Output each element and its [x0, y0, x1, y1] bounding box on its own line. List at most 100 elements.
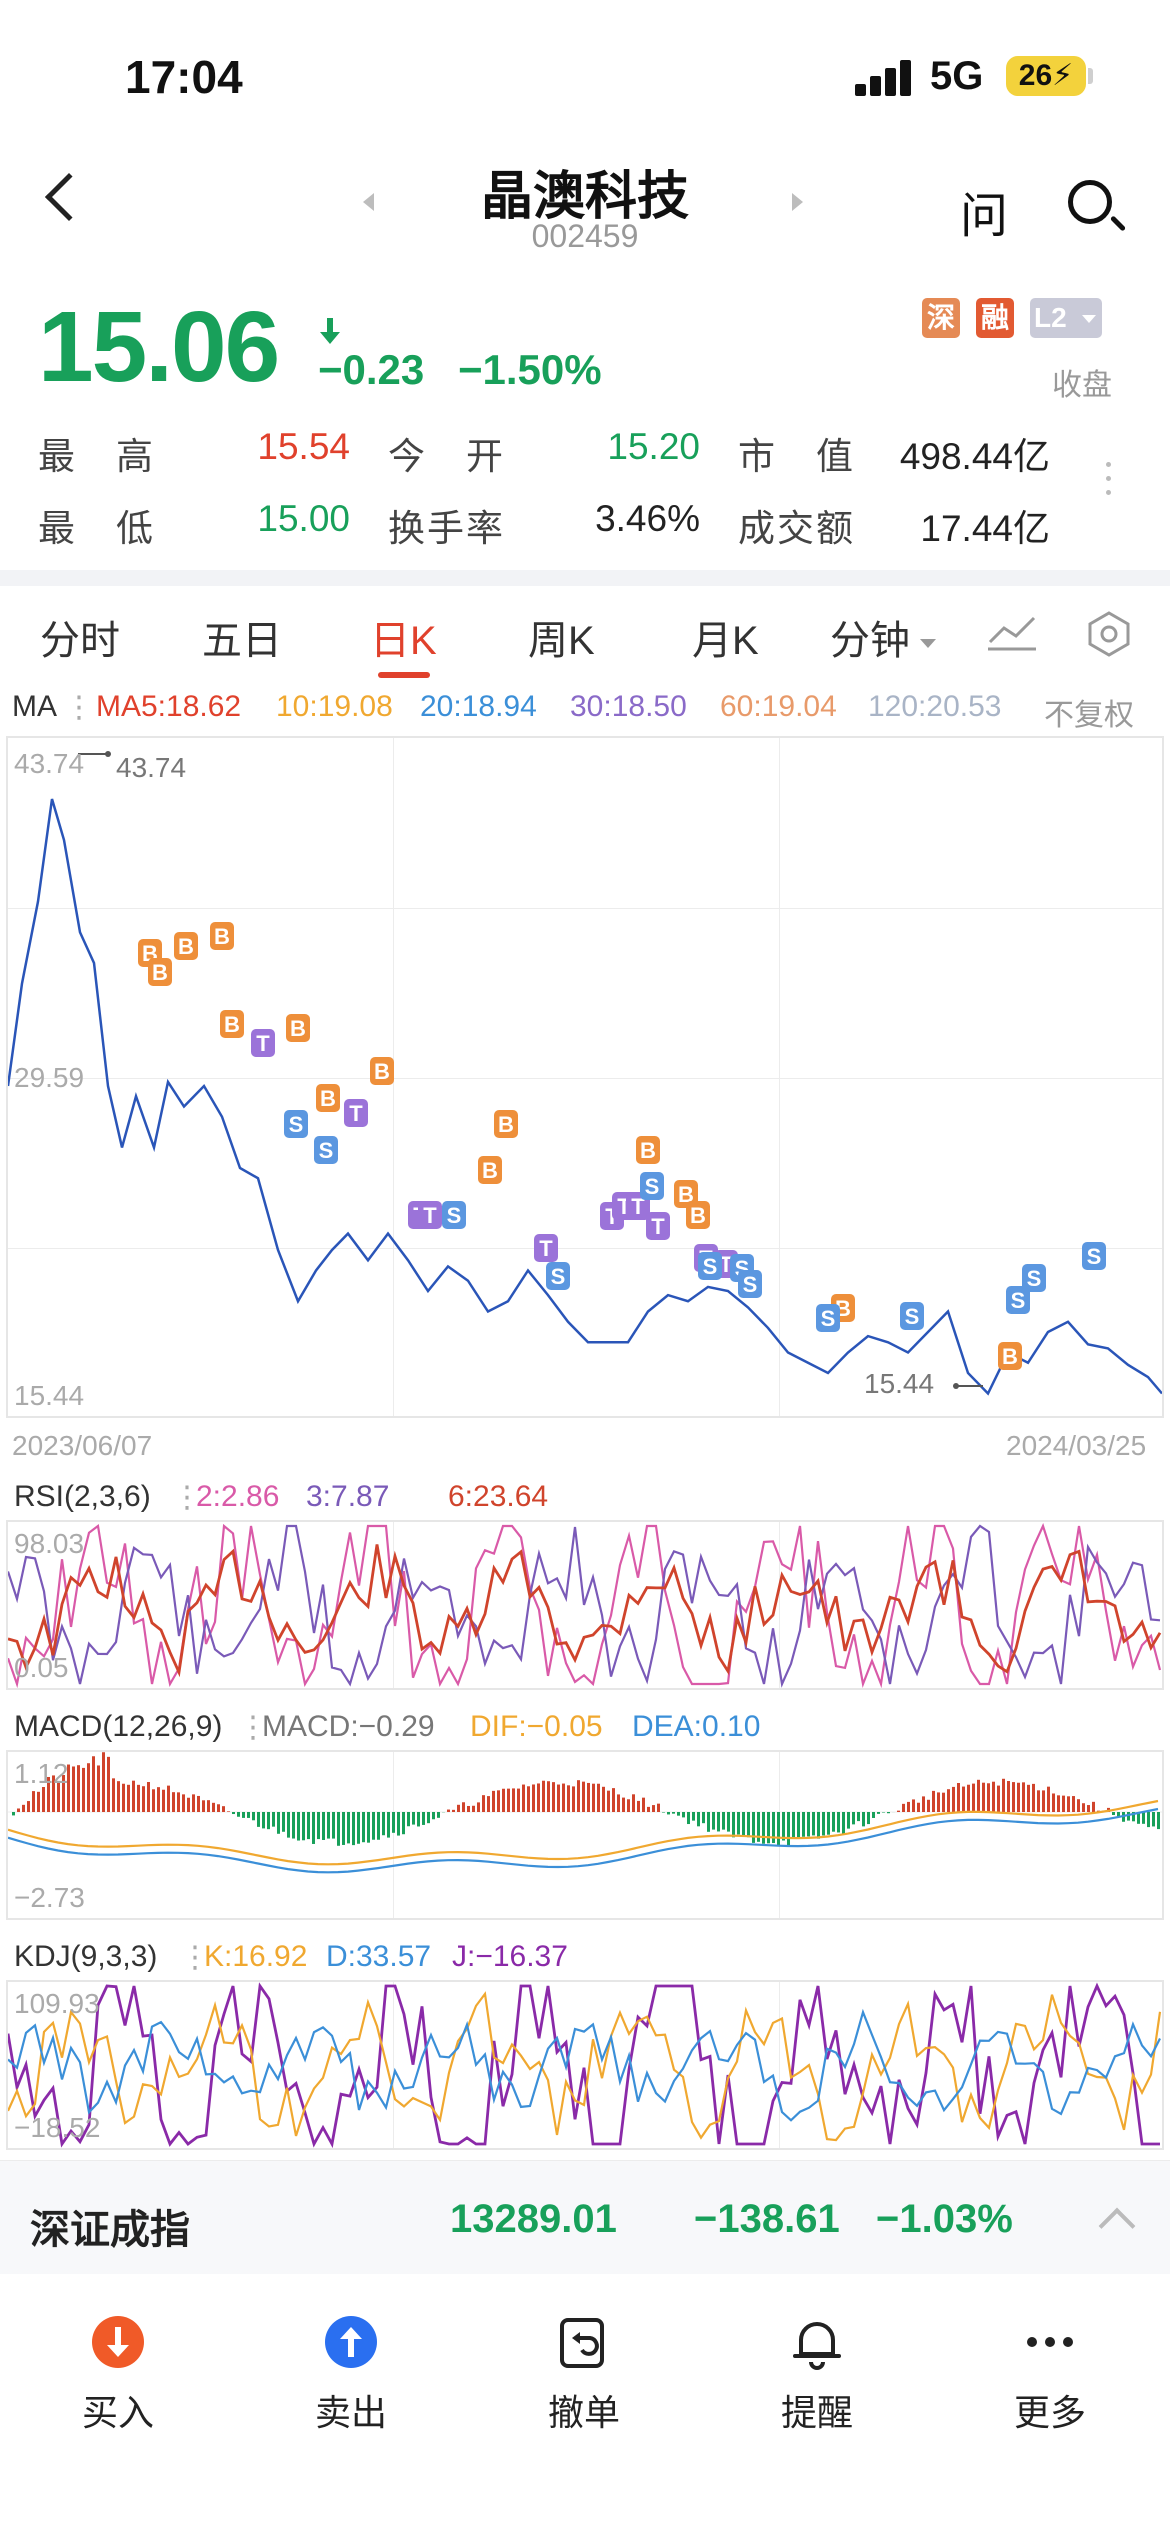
trade-marker-s[interactable]: S — [900, 1302, 924, 1330]
macd-bar — [522, 1784, 525, 1812]
trade-marker-b[interactable]: B — [210, 922, 234, 950]
macd-bar — [722, 1812, 725, 1830]
trade-marker-t[interactable]: T — [251, 1029, 275, 1057]
trade-marker-b[interactable]: B — [478, 1156, 502, 1184]
trade-marker-b[interactable]: B — [370, 1057, 394, 1085]
trade-marker-s[interactable]: S — [314, 1136, 338, 1164]
buy-button[interactable]: 买入 — [38, 2314, 198, 2436]
svg-text:S: S — [289, 1112, 304, 1137]
macd-bar — [527, 1786, 530, 1812]
trade-marker-b[interactable]: B — [220, 1010, 244, 1038]
macd-bar — [252, 1812, 255, 1821]
adjust-toggle[interactable]: 不复权 — [1044, 699, 1134, 732]
trade-marker-b[interactable]: B — [686, 1201, 710, 1229]
trade-marker-s[interactable]: S — [546, 1262, 570, 1290]
trade-marker-s[interactable]: S — [1006, 1286, 1030, 1314]
alert-button[interactable]: 提醒 — [737, 2314, 897, 2436]
macd-bar — [152, 1789, 155, 1812]
macd-bar — [1052, 1793, 1055, 1812]
trade-marker-t[interactable]: T — [534, 1234, 558, 1262]
chevron-up-icon[interactable] — [1098, 2207, 1136, 2245]
index-ticker-bar[interactable]: 深证成指 13289.01 −138.61 −1.03% — [0, 2160, 1170, 2274]
macd-bar — [477, 1802, 480, 1812]
trade-marker-s[interactable]: S — [1082, 1242, 1106, 1270]
macd-menu-icon[interactable]: ⋮ — [238, 1711, 268, 1744]
macd-bar — [652, 1805, 655, 1812]
trade-marker-b[interactable]: B — [286, 1014, 310, 1042]
macd-bar — [577, 1780, 580, 1812]
sell-button[interactable]: 卖出 — [271, 2314, 431, 2436]
trade-marker-s[interactable]: S — [284, 1110, 308, 1138]
ma-menu-icon[interactable]: ⋮ — [64, 691, 94, 724]
trade-marker-s[interactable]: S — [442, 1201, 466, 1229]
tab-intraday[interactable]: 分时 — [40, 619, 120, 663]
macd-bar — [942, 1792, 945, 1812]
rsi-2-line — [8, 1522, 1162, 1688]
draw-line-icon[interactable] — [986, 612, 1038, 652]
macd-bar — [987, 1783, 990, 1812]
svg-text:B: B — [320, 1086, 336, 1111]
macd-bar — [357, 1812, 360, 1844]
rsi-title[interactable]: RSI(2,3,6) — [14, 1480, 151, 1513]
ma5-value: MA5:18.62 — [96, 690, 242, 723]
tab-daily-k[interactable]: 日K — [370, 619, 437, 663]
index-change: −138.61 — [694, 2197, 840, 2241]
trade-marker-b[interactable]: B — [174, 932, 198, 960]
macd-bar — [967, 1784, 970, 1812]
trade-marker-t[interactable]: T — [646, 1212, 670, 1240]
badge-l2[interactable]: L2 — [1030, 298, 1102, 338]
macd-title[interactable]: MACD(12,26,9) — [14, 1710, 223, 1743]
macd-bar — [37, 1791, 40, 1812]
trade-marker-t[interactable]: T — [418, 1201, 442, 1229]
y-mid-label: 29.59 — [14, 1062, 85, 1093]
ask-button[interactable]: 问 — [960, 190, 1009, 243]
macd-bar — [312, 1812, 315, 1844]
trade-marker-t[interactable]: T — [344, 1099, 368, 1127]
cancel-order-label: 撤单 — [547, 2392, 620, 2433]
trade-marker-s[interactable]: S — [816, 1304, 840, 1332]
trade-marker-s[interactable]: S — [1022, 1264, 1046, 1292]
cancel-order-button[interactable]: 撤单 — [504, 2314, 664, 2436]
next-stock-icon[interactable] — [792, 193, 803, 211]
trade-marker-s[interactable]: S — [698, 1252, 722, 1280]
rsi-menu-icon[interactable]: ⋮ — [172, 1481, 202, 1514]
more-button[interactable]: 更多 — [970, 2314, 1130, 2436]
kdj-y-bottom: −18.52 — [14, 2112, 101, 2143]
settings-hex-icon[interactable] — [1085, 610, 1133, 658]
ma-title[interactable]: MA — [12, 690, 57, 723]
more-vertical-icon[interactable] — [1106, 462, 1112, 504]
tab-five-day[interactable]: 五日 — [202, 619, 282, 663]
kdj-menu-icon[interactable]: ⋮ — [180, 1941, 210, 1974]
macd-bar — [282, 1812, 285, 1832]
svg-text:B: B — [482, 1158, 498, 1183]
kdj-title[interactable]: KDJ(9,3,3) — [14, 1940, 158, 1973]
badge-shenzhen[interactable]: 深 — [922, 298, 960, 338]
badge-l2-label: L2 — [1034, 302, 1067, 333]
tab-minute[interactable]: 分钟 — [830, 608, 936, 666]
trade-marker-b[interactable]: B — [316, 1084, 340, 1112]
macd-bar — [962, 1786, 965, 1812]
svg-text:S: S — [645, 1174, 660, 1199]
tab-weekly-k[interactable]: 周K — [528, 619, 595, 663]
svg-text:B: B — [152, 960, 168, 985]
search-icon[interactable] — [1068, 180, 1112, 224]
kdj-chart[interactable]: 109.93 −18.52 — [6, 1980, 1164, 2150]
macd-chart[interactable]: 1.12 −2.73 — [6, 1750, 1164, 1920]
macd-bar — [417, 1812, 420, 1827]
trade-marker-b[interactable]: B — [998, 1342, 1022, 1370]
trade-marker-s[interactable]: S — [738, 1270, 762, 1298]
battery-tip — [1088, 68, 1093, 84]
trade-marker-b[interactable]: B — [636, 1136, 660, 1164]
macd-bar — [612, 1788, 615, 1812]
macd-bar — [372, 1812, 375, 1840]
trade-marker-s[interactable]: S — [640, 1172, 664, 1200]
macd-bar — [827, 1812, 830, 1835]
tab-monthly-k[interactable]: 月K — [692, 619, 759, 663]
kline-chart[interactable]: BBBBBBBBBBBBBBBTTTTTTTTTTTSSSSSSSSSSSSS … — [6, 736, 1164, 1418]
rsi-2-value: 2:2.86 — [196, 1480, 280, 1513]
trade-marker-b[interactable]: B — [494, 1110, 518, 1138]
badge-margin[interactable]: 融 — [976, 298, 1014, 338]
prev-stock-icon[interactable] — [363, 193, 374, 211]
rsi-chart[interactable]: 98.03 0.05 — [6, 1520, 1164, 1690]
trade-marker-b[interactable]: B — [148, 958, 172, 986]
